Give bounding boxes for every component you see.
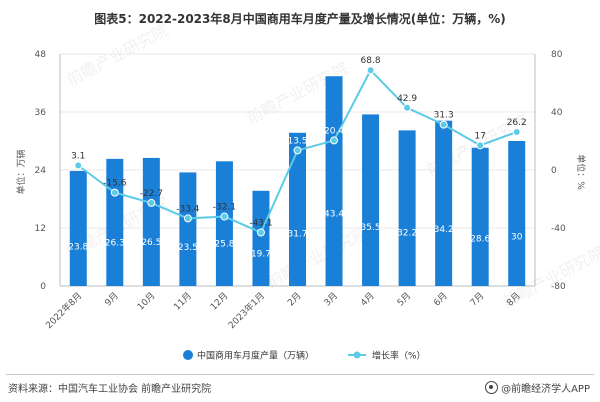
brand-text: @前瞻经济学人APP [501, 384, 590, 395]
y-left-axis-label: 单位：万辆 [15, 149, 27, 194]
x-tick-label: 10月 [135, 290, 157, 312]
x-tick-label: 11月 [172, 290, 194, 312]
line-point [293, 146, 302, 155]
y-left-tick-label: 48 [35, 50, 47, 60]
bar [215, 161, 233, 286]
x-tick-label: 7月 [468, 290, 486, 308]
line-point [220, 212, 229, 221]
line-value-label: -22.7 [140, 189, 163, 199]
chart-title: 图表5：2022-2023年8月中国商用车月度产量及增长情况(单位：万辆，%) [94, 12, 506, 26]
bar [325, 76, 343, 286]
bar [69, 170, 87, 286]
y-right-tick-label: -80 [551, 282, 566, 292]
x-tick-label: 2月 [285, 290, 303, 308]
legend-bar-icon [183, 350, 193, 360]
x-tick-label: 3月 [322, 290, 340, 308]
bar-value-label: 26.3 [105, 239, 125, 249]
bar [435, 120, 453, 286]
footer: 资料来源：中国汽车工业协会 前瞻产业研究院 @前瞻经济学人APP [0, 374, 600, 402]
chart: 前瞻产业研究院前瞻产业研究院前瞻产业研究院前瞻产业研究院前瞻产业研究院前瞻产业研… [15, 20, 600, 362]
bar-value-label: 28.6 [470, 235, 490, 245]
bar-value-label: 35.5 [361, 223, 381, 233]
line-value-label: -32.1 [213, 203, 236, 213]
bar [142, 157, 160, 286]
x-tick-label: 6月 [432, 290, 450, 308]
y-left-tick-label: 0 [40, 282, 46, 292]
line-point [147, 198, 156, 207]
x-tick-label: 9月 [103, 290, 121, 308]
line-point [476, 141, 485, 150]
line-point [74, 161, 83, 170]
y-right-tick-label: 80 [551, 50, 563, 60]
line-value-label: 42.9 [397, 94, 417, 104]
line-point [439, 120, 448, 129]
line-point [110, 188, 119, 197]
source-note: 资料来源：中国汽车工业协会 前瞻产业研究院 [8, 384, 212, 395]
line-point [183, 214, 192, 223]
line-value-label: 20.4 [324, 126, 344, 136]
bar-value-label: 32.2 [397, 229, 417, 239]
x-tick-label: 2022年8月 [43, 290, 84, 331]
legend-line-marker [353, 351, 361, 359]
y-left-tick-label: 24 [35, 166, 47, 176]
bar-value-label: 43.4 [324, 210, 344, 220]
line-point [403, 103, 412, 112]
bar-value-label: 25.8 [214, 239, 234, 249]
line-value-label: 17 [474, 131, 485, 141]
x-tick-label: 5月 [395, 290, 413, 308]
y-left-tick-label: 12 [35, 224, 46, 234]
line-value-label: -15.6 [103, 179, 127, 189]
bar [398, 130, 416, 286]
y-left-tick-label: 36 [35, 108, 47, 118]
line-value-label: -43.1 [249, 218, 272, 228]
bar [362, 114, 380, 287]
line-value-label: 3.1 [71, 152, 85, 162]
bar [289, 132, 306, 286]
line-value-label: -33.4 [176, 204, 200, 214]
legend-bar-label: 中国商用车月度产量（万辆） [197, 350, 314, 362]
watermark: 前瞻产业研究院 [64, 20, 172, 89]
footer-divider [6, 374, 594, 375]
brand-credit: @前瞻经济学人APP [485, 380, 590, 395]
line-point [256, 228, 265, 237]
y-right-tick-label: 40 [551, 108, 563, 118]
brand-logo-icon [485, 381, 499, 394]
bar [508, 141, 526, 286]
bar [179, 172, 197, 286]
bar-value-label: 30 [511, 232, 523, 242]
bar-value-label: 23.8 [68, 243, 88, 253]
y-right-axis-label: 单位：% [575, 154, 587, 190]
line-point [330, 136, 339, 145]
bar [252, 190, 270, 286]
y-right-tick-label: 0 [551, 166, 557, 176]
bar [471, 147, 489, 286]
legend-line-label: 增长率（%） [372, 350, 426, 362]
line-value-label: 26.2 [507, 118, 527, 128]
x-tick-label: 4月 [359, 290, 377, 308]
x-tick-label: 12月 [208, 290, 230, 312]
y-right-tick-label: -40 [551, 224, 566, 234]
bar-value-label: 23.5 [178, 243, 198, 253]
bar-value-label: 34.2 [434, 225, 454, 235]
line-point [366, 66, 375, 75]
bar-value-label: 26.5 [141, 238, 161, 248]
watermark: 前瞻产业研究院 [264, 222, 372, 291]
line-value-label: 68.8 [361, 56, 381, 66]
x-tick-label: 2023年1月 [226, 290, 267, 331]
line-point [512, 128, 521, 137]
line-value-label: 31.3 [434, 111, 454, 121]
line-value-label: 13.5 [287, 136, 307, 146]
bar-value-label: 31.7 [287, 229, 307, 239]
bar-value-label: 19.7 [251, 250, 271, 260]
